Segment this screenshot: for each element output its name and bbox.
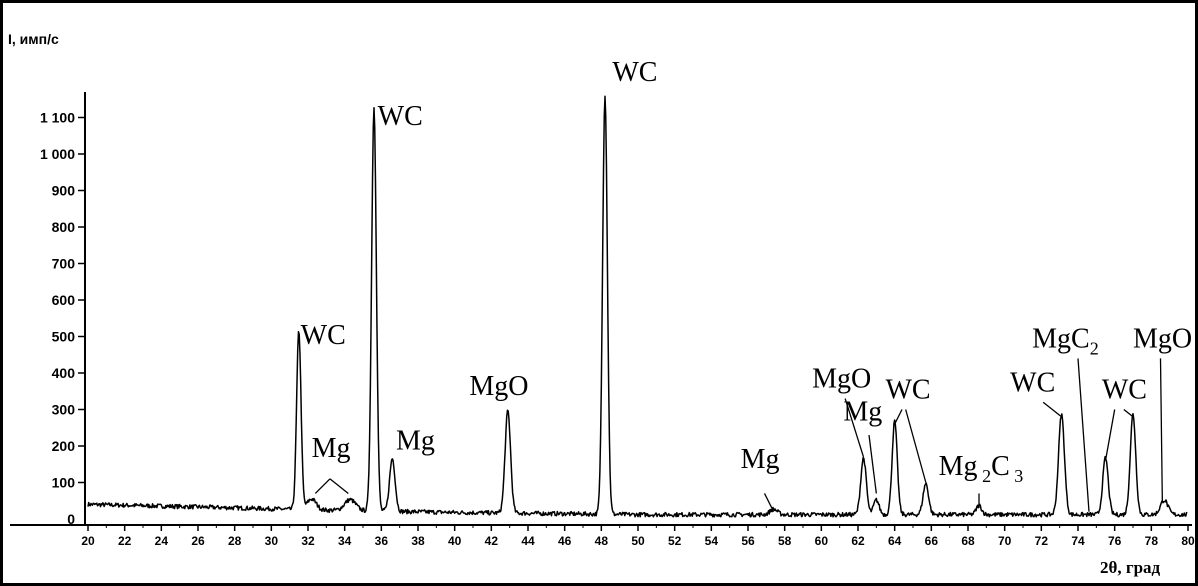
x-tick-label: 76 xyxy=(1108,534,1122,548)
x-tick-label: 36 xyxy=(375,534,389,548)
x-tick-label: 26 xyxy=(191,534,205,548)
x-tick-label: 72 xyxy=(1035,534,1049,548)
x-tick-label: 40 xyxy=(448,534,462,548)
peak-annotation: Mg 2C 3 xyxy=(939,451,1024,509)
x-tick-label: 52 xyxy=(668,534,682,548)
peak-annotation: WC xyxy=(886,375,931,483)
x-tick-label: 66 xyxy=(925,534,939,548)
annotation-leader xyxy=(868,434,877,494)
x-tick-label: 60 xyxy=(815,534,829,548)
peak-annotation: Mg xyxy=(741,444,780,512)
y-tick-label: 300 xyxy=(52,402,76,418)
peak-annotation: WC xyxy=(1102,375,1147,461)
y-tick-label: 600 xyxy=(52,292,76,308)
x-tick-label: 50 xyxy=(631,534,645,548)
x-tick-label: 58 xyxy=(778,534,792,548)
peak-label: WC xyxy=(301,320,346,351)
axes xyxy=(10,92,1192,526)
annotation-leader xyxy=(763,493,775,512)
peak-label: Mg xyxy=(396,426,435,457)
annotation-leader xyxy=(329,478,349,494)
x-axis-label: 2θ, град xyxy=(1100,558,1161,577)
x-tick-label: 32 xyxy=(301,534,315,548)
annotation-leader xyxy=(1042,401,1062,418)
annotation-leader xyxy=(1159,358,1163,501)
peak-label: Mg xyxy=(843,396,882,427)
peak-label: WC xyxy=(1102,375,1147,406)
y-tick-label: 100 xyxy=(52,475,76,491)
annotation-leader xyxy=(894,409,903,425)
peak-annotation: Mg xyxy=(396,426,435,457)
x-tick-label: 48 xyxy=(595,534,609,548)
peak-label: Mg xyxy=(312,433,351,464)
peak-annotation: MgO xyxy=(812,364,871,458)
diffraction-line xyxy=(87,95,1188,518)
y-tick-label: 1 100 xyxy=(40,110,75,126)
y-tick-label: 700 xyxy=(52,256,76,272)
peak-label: MgO xyxy=(1133,323,1192,354)
x-tick-label: 62 xyxy=(851,534,865,548)
x-tick-label: 78 xyxy=(1145,534,1159,548)
x-tick-label: 38 xyxy=(411,534,425,548)
peak-annotation: WC xyxy=(378,101,423,132)
y-tick-label: 0 xyxy=(67,511,75,527)
annotation-leader xyxy=(844,398,865,458)
peak-annotation: WC xyxy=(301,320,346,351)
x-tick-label: 54 xyxy=(705,534,719,548)
peak-label: WC xyxy=(612,57,657,88)
peak-annotation: Mg xyxy=(312,433,351,494)
peak-label: WC xyxy=(1010,367,1055,398)
x-tick-label: 70 xyxy=(998,534,1012,548)
peak-annotation: MgO xyxy=(469,371,528,402)
y-tick-label: 400 xyxy=(52,365,76,381)
x-tick-label: 74 xyxy=(1071,534,1085,548)
annotation-leader xyxy=(314,478,331,494)
x-tick-label: 46 xyxy=(558,534,572,548)
x-tick-label: 44 xyxy=(521,534,535,548)
annotation-leader xyxy=(1104,409,1116,461)
x-tick-label: 64 xyxy=(888,534,902,548)
y-tick-label: 900 xyxy=(52,183,76,199)
annotation-leader xyxy=(1123,408,1134,418)
series xyxy=(87,95,1188,518)
x-tick-label: 28 xyxy=(228,534,242,548)
x-tick-label: 22 xyxy=(118,534,132,548)
peak-label: WC xyxy=(378,101,423,132)
peak-label: MgO xyxy=(469,371,528,402)
peak-label: WC xyxy=(886,375,931,406)
peak-label: MgO xyxy=(812,364,871,395)
x-tick-label: 30 xyxy=(265,534,279,548)
x-tick-label: 42 xyxy=(485,534,499,548)
peak-label: MgC2 xyxy=(1032,323,1099,358)
annotation-leader xyxy=(1077,358,1090,512)
peak-annotation: WC xyxy=(1010,367,1062,418)
y-tick-label: 200 xyxy=(52,438,76,454)
y-tick-label: 1 000 xyxy=(40,146,75,162)
x-tick-label: 68 xyxy=(961,534,975,548)
peak-annotation: Mg xyxy=(843,396,882,494)
x-tick-label: 34 xyxy=(338,534,352,548)
x-tick-label: 56 xyxy=(741,534,755,548)
x-tick-label: 20 xyxy=(81,534,95,548)
peak-annotation: MgC2 xyxy=(1032,323,1099,512)
y-tick-label: 800 xyxy=(52,219,76,235)
y-tick-label: 500 xyxy=(52,329,76,345)
annotation-leader xyxy=(905,409,927,483)
y-axis-label: I, имп/с xyxy=(8,31,59,47)
x-tick-label: 80 xyxy=(1181,534,1195,548)
peak-label: Mg 2C 3 xyxy=(939,451,1024,486)
peak-label: Mg xyxy=(741,444,780,475)
x-tick-label: 24 xyxy=(155,534,169,548)
peak-annotation: MgO xyxy=(1133,323,1192,501)
peak-annotation: WC xyxy=(612,57,657,88)
